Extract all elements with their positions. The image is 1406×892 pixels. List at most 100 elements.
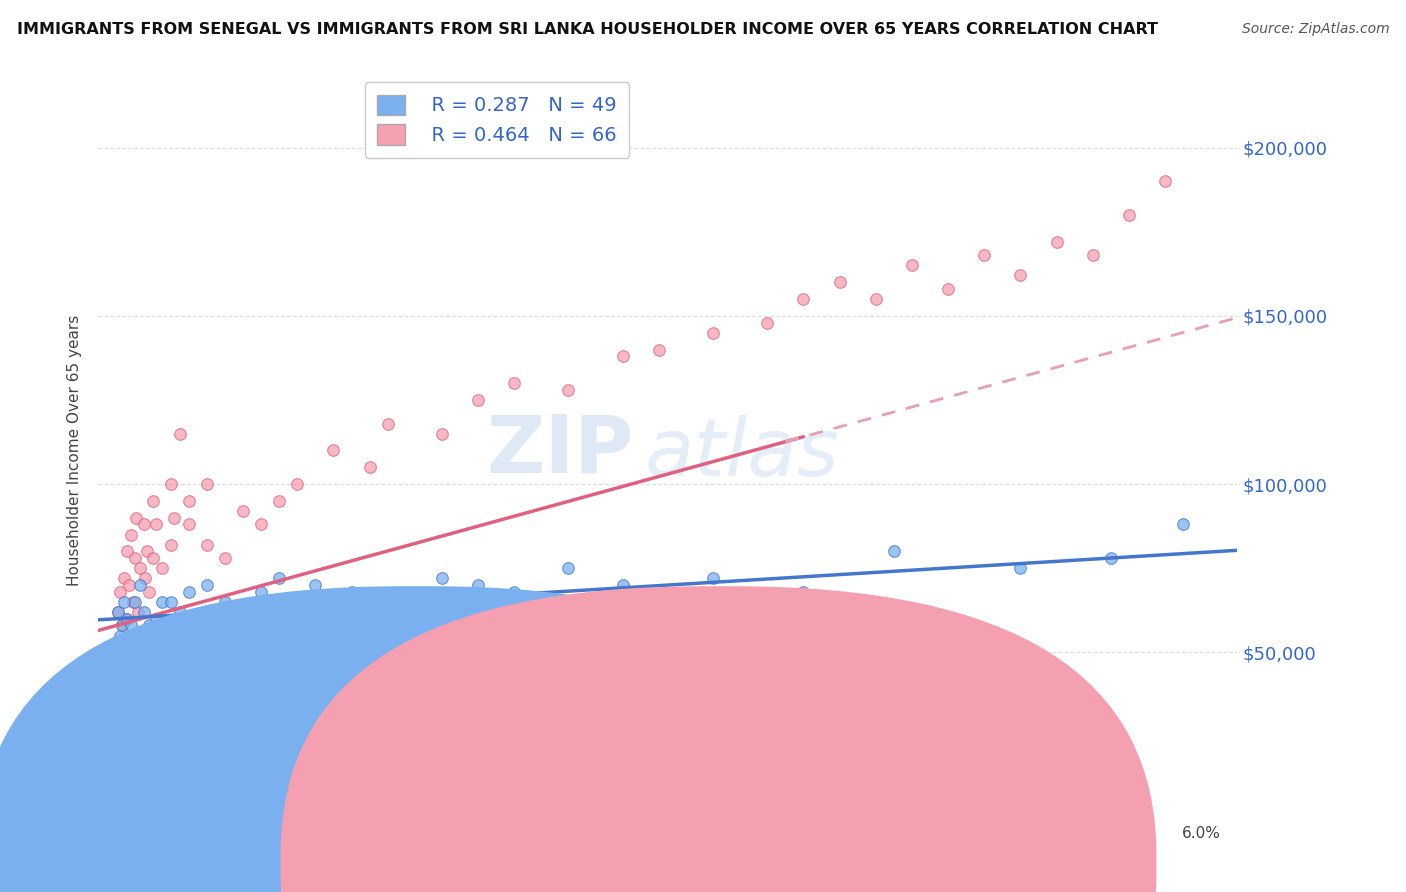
Point xyxy=(304,578,326,592)
Point xyxy=(136,544,159,558)
Point xyxy=(124,551,146,566)
Point xyxy=(322,628,344,642)
Point xyxy=(146,628,169,642)
Point xyxy=(132,517,155,532)
Point xyxy=(108,584,131,599)
Point xyxy=(648,343,671,357)
Point xyxy=(430,571,453,585)
Point xyxy=(359,460,381,475)
Point xyxy=(117,612,139,626)
Point xyxy=(756,316,779,330)
Point xyxy=(163,510,186,524)
Point xyxy=(114,612,136,626)
Point xyxy=(108,628,131,642)
Point xyxy=(169,605,191,619)
Point xyxy=(195,538,218,552)
Point xyxy=(665,652,688,666)
Text: Immigrants from Senegal: Immigrants from Senegal xyxy=(439,856,650,874)
Point xyxy=(195,578,218,592)
Point xyxy=(1010,561,1032,575)
Point xyxy=(145,517,167,532)
Point xyxy=(557,383,579,397)
Point xyxy=(159,595,181,609)
Point xyxy=(503,584,526,599)
Point xyxy=(125,510,148,524)
Point xyxy=(129,578,152,592)
Point xyxy=(131,652,153,666)
Point xyxy=(163,628,186,642)
Point xyxy=(111,618,134,632)
Point xyxy=(121,595,143,609)
Point xyxy=(169,426,191,441)
Point xyxy=(232,605,254,619)
Point xyxy=(285,477,308,491)
Point xyxy=(177,639,200,653)
Point xyxy=(124,595,146,609)
Point xyxy=(557,561,579,575)
Text: ZIP: ZIP xyxy=(486,411,634,490)
Point xyxy=(1045,235,1067,249)
Text: IMMIGRANTS FROM SENEGAL VS IMMIGRANTS FROM SRI LANKA HOUSEHOLDER INCOME OVER 65 : IMMIGRANTS FROM SENEGAL VS IMMIGRANTS FR… xyxy=(17,22,1159,37)
Point xyxy=(285,595,308,609)
Point xyxy=(702,571,724,585)
Point xyxy=(138,584,160,599)
Point xyxy=(145,612,167,626)
Point xyxy=(232,652,254,666)
Point xyxy=(118,652,141,666)
Point xyxy=(883,544,905,558)
Point xyxy=(159,618,181,632)
Point xyxy=(127,628,149,642)
Point xyxy=(177,494,200,508)
Point xyxy=(1099,551,1122,566)
Text: Source: ZipAtlas.com: Source: ZipAtlas.com xyxy=(1241,22,1389,37)
Point xyxy=(159,538,181,552)
Text: atlas: atlas xyxy=(645,415,839,493)
Point xyxy=(322,443,344,458)
Point xyxy=(195,605,218,619)
Point xyxy=(138,618,160,632)
Point xyxy=(1171,517,1194,532)
Point xyxy=(120,618,142,632)
Point xyxy=(792,292,814,306)
Point xyxy=(111,618,134,632)
Point xyxy=(557,639,579,653)
Point xyxy=(129,561,152,575)
Point xyxy=(377,417,399,431)
Point xyxy=(865,292,887,306)
Point xyxy=(132,645,155,659)
Point xyxy=(612,578,634,592)
Point xyxy=(112,662,135,676)
Point xyxy=(1081,248,1104,262)
Point xyxy=(120,527,142,541)
Point xyxy=(250,517,273,532)
Point xyxy=(127,605,149,619)
Point xyxy=(340,584,363,599)
Point xyxy=(107,605,129,619)
Point xyxy=(702,326,724,340)
Point xyxy=(177,517,200,532)
Point xyxy=(430,426,453,441)
Point xyxy=(117,544,139,558)
Point xyxy=(936,282,959,296)
Point xyxy=(205,618,228,632)
Point xyxy=(792,584,814,599)
Point xyxy=(269,571,291,585)
Point xyxy=(177,584,200,599)
Point xyxy=(107,605,129,619)
Point xyxy=(134,628,156,642)
Point xyxy=(142,639,165,653)
Point xyxy=(901,259,924,273)
Point xyxy=(503,376,526,391)
Point xyxy=(430,645,453,659)
Point xyxy=(187,612,209,626)
Point xyxy=(132,605,155,619)
Point xyxy=(828,275,851,289)
Point xyxy=(134,571,156,585)
Point xyxy=(250,584,273,599)
Point xyxy=(612,349,634,363)
Point xyxy=(142,494,165,508)
Point xyxy=(120,628,142,642)
Point xyxy=(114,645,136,659)
Point xyxy=(112,571,135,585)
Point xyxy=(142,551,165,566)
